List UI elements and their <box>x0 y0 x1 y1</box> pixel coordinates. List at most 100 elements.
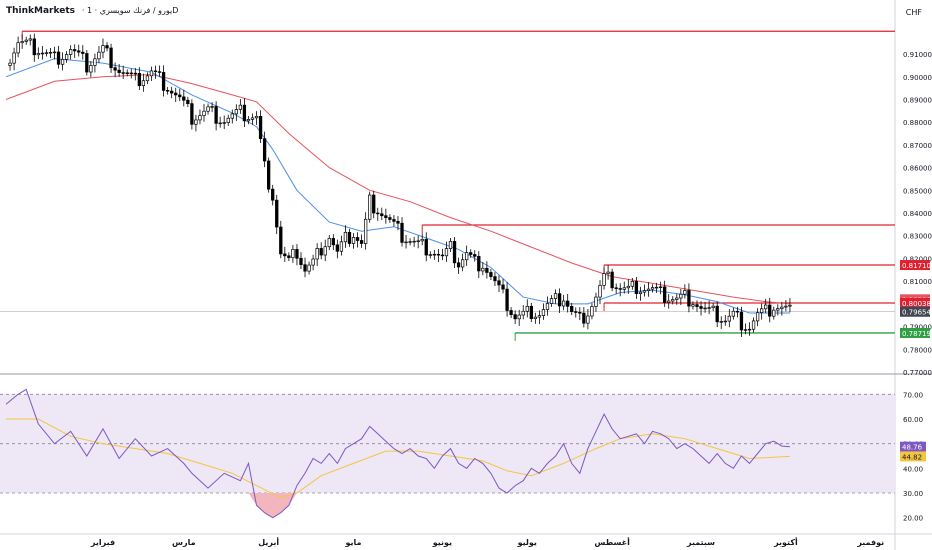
candle[interactable] <box>533 316 538 319</box>
candle[interactable] <box>214 106 218 124</box>
candle[interactable] <box>731 310 736 317</box>
candle[interactable] <box>64 54 69 60</box>
candle[interactable] <box>699 306 703 309</box>
candle[interactable] <box>440 254 445 257</box>
candle[interactable] <box>238 104 243 110</box>
candle[interactable] <box>465 252 469 261</box>
candle[interactable] <box>380 213 384 217</box>
candle[interactable] <box>351 237 356 244</box>
candle[interactable] <box>101 45 105 53</box>
candle[interactable] <box>81 51 85 54</box>
candle[interactable] <box>145 75 150 82</box>
candle[interactable] <box>687 290 691 307</box>
candle[interactable] <box>165 90 170 92</box>
candle[interactable] <box>97 51 101 60</box>
candle[interactable] <box>218 122 222 125</box>
candle[interactable] <box>679 293 683 299</box>
candle[interactable] <box>12 52 16 64</box>
candle[interactable] <box>489 272 493 277</box>
candle[interactable] <box>537 315 542 318</box>
candle[interactable] <box>566 300 570 307</box>
candle[interactable] <box>513 314 517 320</box>
candle[interactable] <box>412 240 416 243</box>
candle[interactable] <box>400 222 404 243</box>
candle[interactable] <box>582 312 586 324</box>
candle[interactable] <box>16 42 20 54</box>
candle[interactable] <box>420 238 424 242</box>
candle[interactable] <box>521 310 525 316</box>
candle[interactable] <box>598 284 602 298</box>
candle[interactable] <box>735 310 740 313</box>
candle[interactable] <box>52 51 57 54</box>
candle[interactable] <box>250 117 255 120</box>
candle[interactable] <box>44 52 49 54</box>
candle[interactable] <box>174 92 178 96</box>
candle[interactable] <box>525 305 529 312</box>
candle[interactable] <box>707 307 711 309</box>
candle[interactable] <box>723 320 727 323</box>
candle[interactable] <box>646 288 651 291</box>
candle[interactable] <box>505 288 509 311</box>
candle[interactable] <box>477 256 481 272</box>
candle[interactable] <box>303 264 307 272</box>
candle[interactable] <box>190 103 194 125</box>
candle[interactable] <box>497 280 501 286</box>
candle[interactable] <box>40 52 45 55</box>
candle[interactable] <box>529 305 533 319</box>
candle[interactable] <box>594 296 598 307</box>
candle[interactable] <box>186 99 190 104</box>
candle[interactable] <box>323 246 327 256</box>
candle[interactable] <box>105 45 109 49</box>
candle[interactable] <box>428 254 432 256</box>
candle[interactable] <box>283 253 287 257</box>
candle[interactable] <box>755 312 760 322</box>
candle[interactable] <box>279 226 283 255</box>
candle[interactable] <box>113 67 117 71</box>
candle[interactable] <box>473 254 477 257</box>
candle[interactable] <box>452 241 457 264</box>
candle[interactable] <box>32 38 36 56</box>
candle[interactable] <box>157 71 162 73</box>
candle[interactable] <box>226 117 230 123</box>
candle[interactable] <box>170 90 174 94</box>
candle[interactable] <box>178 94 182 98</box>
candle[interactable] <box>194 119 198 125</box>
candle[interactable] <box>69 49 73 55</box>
candle[interactable] <box>776 308 780 311</box>
candle[interactable] <box>509 310 513 316</box>
candle[interactable] <box>388 217 392 220</box>
candle[interactable] <box>258 115 263 140</box>
candle[interactable] <box>396 221 400 224</box>
candle[interactable] <box>121 72 125 74</box>
candle[interactable] <box>424 238 428 256</box>
candle[interactable] <box>574 311 578 313</box>
candle[interactable] <box>460 259 465 268</box>
candle[interactable] <box>578 312 582 314</box>
candle[interactable] <box>650 287 655 290</box>
candle[interactable] <box>77 50 81 53</box>
candle[interactable] <box>153 70 158 73</box>
candle[interactable] <box>764 304 768 310</box>
candle[interactable] <box>327 238 331 248</box>
candle[interactable] <box>271 188 275 201</box>
candle[interactable] <box>493 276 497 282</box>
candle[interactable] <box>36 53 40 56</box>
candle[interactable] <box>125 72 129 74</box>
candle[interactable] <box>683 290 687 295</box>
candle[interactable] <box>545 303 550 310</box>
candle[interactable] <box>671 299 675 302</box>
candle[interactable] <box>751 320 756 330</box>
candle[interactable] <box>73 49 77 52</box>
candle[interactable] <box>339 241 344 252</box>
candle[interactable] <box>780 306 784 309</box>
candle[interactable] <box>485 267 489 273</box>
candle[interactable] <box>198 115 202 121</box>
candle[interactable] <box>242 104 247 122</box>
candle[interactable] <box>355 237 360 241</box>
candle[interactable] <box>549 298 554 304</box>
candle[interactable] <box>343 231 348 243</box>
candle[interactable] <box>363 218 368 244</box>
candle[interactable] <box>404 241 408 244</box>
candle[interactable] <box>469 252 473 255</box>
candle[interactable] <box>481 267 485 272</box>
